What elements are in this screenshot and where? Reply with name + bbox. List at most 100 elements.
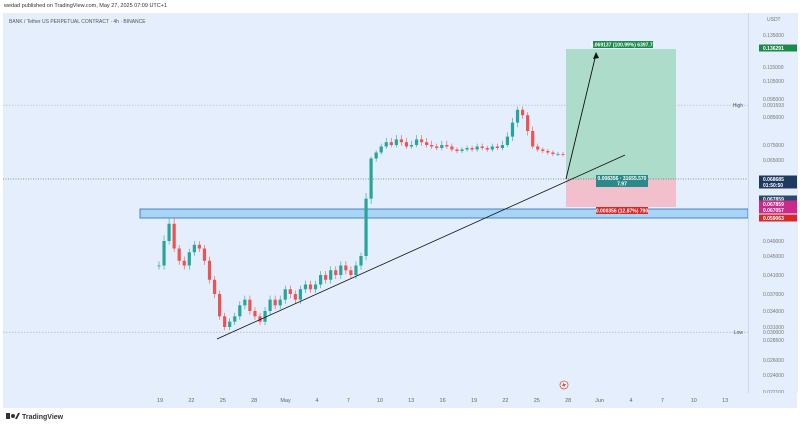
candle (430, 140, 434, 149)
target-label-box (593, 41, 653, 48)
candle (238, 301, 242, 320)
candle (551, 150, 555, 157)
projection-arrow[interactable] (565, 53, 597, 180)
candle (526, 112, 530, 136)
candle (490, 143, 494, 152)
candle (364, 193, 368, 261)
candle (379, 143, 383, 155)
candle (303, 280, 308, 293)
candle (546, 148, 550, 155)
time-axis[interactable]: 19 22 25 28 May 4 7 10 13 16 19 22 25 28 Jun 4 7 10 13 (3, 393, 797, 408)
candle (556, 151, 560, 157)
x-tick-label: 13 (722, 398, 728, 404)
footer: TradingView (0, 408, 800, 425)
svg-text:0.067057: 0.067057 (763, 208, 784, 214)
x-tick-label: 25 (534, 398, 540, 404)
currency-label: USDT (767, 17, 781, 23)
x-tick-label: May (280, 398, 291, 404)
y-tick-label: 0.041000 (763, 273, 784, 279)
x-tick-label: Jun (595, 398, 604, 404)
candle (414, 135, 419, 148)
candle (278, 295, 282, 310)
candle (172, 217, 176, 253)
risk-label: 0.000356 (12.87%) 790 (596, 209, 648, 215)
candle (258, 312, 262, 326)
x-tick-label: 22 (188, 398, 194, 404)
candle (384, 137, 388, 149)
x-tick-label: 13 (408, 398, 414, 404)
high-label: High (733, 103, 744, 109)
candle (450, 143, 454, 152)
x-tick-label: 28 (251, 398, 257, 404)
candle (465, 145, 469, 152)
candle (460, 147, 464, 154)
candle (374, 150, 378, 162)
candle (313, 280, 318, 293)
y-tick-label: 0.024000 (763, 373, 784, 379)
candle (263, 307, 267, 326)
y-tick-label: 0.105000 (763, 79, 784, 85)
price-tag: 0.068685 (759, 175, 797, 183)
x-tick-label: 7 (347, 398, 350, 404)
candle (187, 248, 191, 270)
candle (455, 147, 459, 154)
candle (324, 271, 328, 284)
rr-label: 7.97 (617, 182, 627, 188)
y-tick-label: 0.026000 (763, 358, 784, 364)
candle (308, 280, 313, 293)
candle (182, 256, 186, 270)
candle (253, 307, 257, 320)
trendline[interactable] (216, 154, 626, 340)
candle (435, 143, 439, 151)
position-target-zone[interactable] (566, 49, 676, 179)
candle (233, 312, 237, 326)
candle (349, 266, 353, 279)
y-tick-label: 0.034000 (763, 309, 784, 315)
x-tick-label: 16 (440, 398, 446, 404)
support-zone[interactable] (139, 208, 748, 219)
candle (420, 135, 424, 146)
target-label: 0.069137 (100.99%) 6397.73 (591, 43, 656, 49)
low-label: Low (734, 330, 744, 336)
candle (283, 285, 287, 304)
candle (445, 140, 449, 149)
low-value: 0.030000 (763, 330, 784, 336)
tradingview-logo-icon (6, 413, 20, 419)
price-tag: 0.136291 (759, 44, 797, 52)
candle (404, 137, 409, 149)
high-value: 0.091593 (763, 103, 784, 109)
y-tick-label: 0.095000 (763, 97, 784, 103)
x-tick-label: 22 (502, 398, 508, 404)
candle (288, 285, 292, 299)
published-line: wedad published on TradingView.com, May … (4, 3, 168, 9)
candle (177, 244, 181, 265)
chart-panel[interactable]: BANK / Tether US PERPETUAL CONTRACT · 4h… (3, 13, 748, 393)
footer-svg: TradingView (6, 413, 64, 421)
candle (162, 235, 166, 270)
price-tag: 0.059063 (759, 214, 797, 222)
candle (202, 244, 207, 265)
svg-text:0.136291: 0.136291 (763, 46, 784, 52)
candle (243, 295, 247, 310)
ratio-label: 0.008356 · 31655.570 (598, 176, 647, 182)
x-tick-label: 10 (691, 398, 697, 404)
candle (334, 266, 338, 279)
candle (394, 135, 398, 148)
x-tick-label: 4 (315, 398, 318, 404)
price-axis[interactable]: USDT 0.135000 0.115000 0.105000 0.095000 0.0… (748, 13, 798, 393)
candle (389, 137, 393, 148)
price-tag: 0.067859 (759, 195, 797, 203)
candle (369, 156, 373, 205)
candle (212, 275, 217, 299)
y-tick-label: 0.085000 (763, 115, 784, 121)
price-chart[interactable]: BANK / Tether US PERPETUAL CONTRACT · 4h… (3, 13, 748, 393)
svg-text:0.059063: 0.059063 (763, 216, 784, 222)
candle (359, 252, 363, 270)
time-axis-svg: 19 22 25 28 May 4 7 10 13 16 19 22 25 28 Jun 4 7 10 13 (157, 398, 728, 404)
y-tick-label: 0.049000 (763, 239, 784, 245)
x-tick-label: 10 (377, 398, 383, 404)
candle (298, 285, 302, 304)
candle (248, 295, 252, 315)
candle (197, 241, 201, 253)
candle (228, 318, 232, 331)
